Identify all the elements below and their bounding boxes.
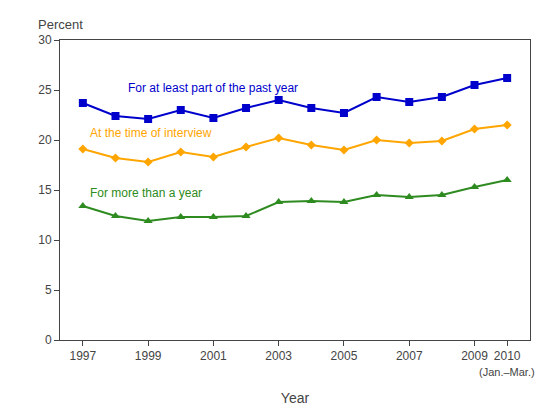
svg-text:0: 0 xyxy=(45,333,52,347)
svg-text:2005: 2005 xyxy=(331,349,358,363)
svg-text:1999: 1999 xyxy=(135,349,162,363)
svg-text:2010: 2010 xyxy=(494,349,521,363)
svg-text:30: 30 xyxy=(38,33,52,47)
svg-text:15: 15 xyxy=(38,183,52,197)
svg-text:Percent: Percent xyxy=(38,17,83,32)
svg-text:1997: 1997 xyxy=(69,349,96,363)
svg-text:20: 20 xyxy=(38,133,52,147)
svg-text:10: 10 xyxy=(38,233,52,247)
svg-text:For at least part of the past: For at least part of the past year xyxy=(128,81,298,95)
svg-text:5: 5 xyxy=(45,283,52,297)
svg-text:At the time of interview: At the time of interview xyxy=(90,126,212,140)
svg-text:2001: 2001 xyxy=(200,349,227,363)
svg-text:For more than a year: For more than a year xyxy=(90,186,202,200)
svg-text:2003: 2003 xyxy=(265,349,292,363)
svg-text:Year: Year xyxy=(281,390,310,406)
svg-text:2007: 2007 xyxy=(396,349,423,363)
svg-text:2009: 2009 xyxy=(461,349,488,363)
svg-text:25: 25 xyxy=(38,83,52,97)
svg-text:(Jan.–Mar.): (Jan.–Mar.) xyxy=(479,366,535,378)
